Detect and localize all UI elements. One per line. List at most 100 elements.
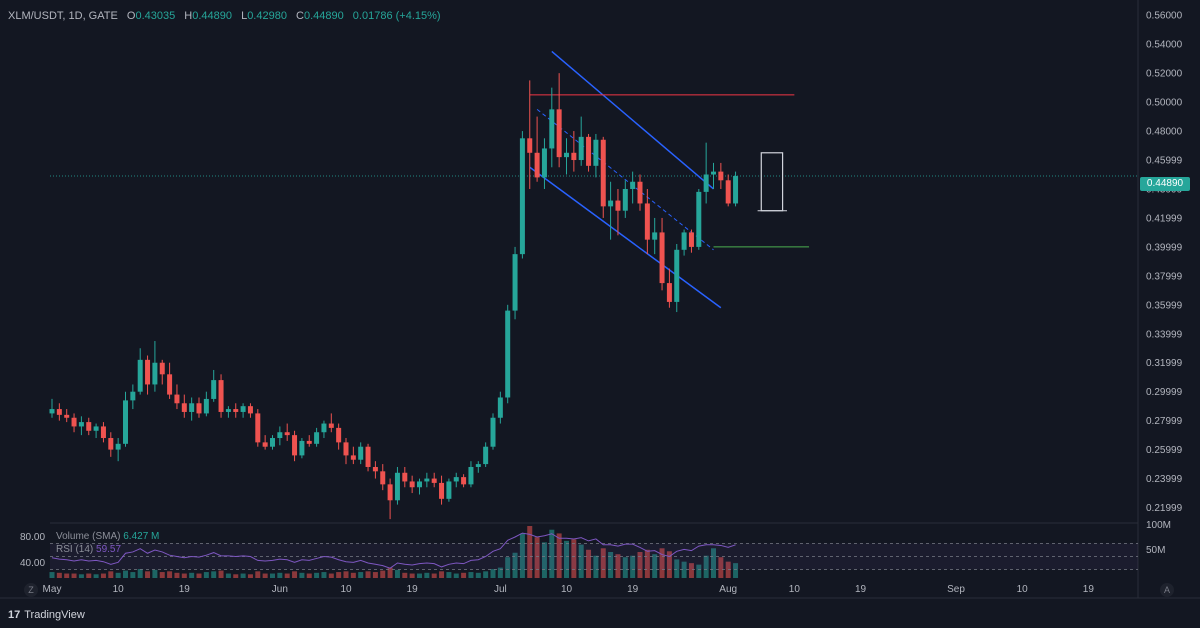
price-tick-label: 0.29999 xyxy=(1146,387,1183,398)
candle-body xyxy=(115,443,121,450)
candle-body xyxy=(292,435,298,456)
candle-body xyxy=(461,477,467,485)
candle-body xyxy=(666,283,672,302)
price-tick-label: 0.25999 xyxy=(1146,445,1183,456)
price-tick-label: 0.31999 xyxy=(1146,358,1183,369)
volume-bar xyxy=(688,563,694,578)
candle-body xyxy=(630,181,636,189)
auto-scale-button[interactable]: A xyxy=(1160,583,1174,597)
time-tick-label: 19 xyxy=(179,584,191,595)
volume-bar xyxy=(196,573,202,578)
price-tick-label: 0.54000 xyxy=(1146,40,1183,51)
volume-bar xyxy=(666,551,672,578)
rsi-panel: 80.00 40.00 xyxy=(20,532,1138,570)
consolidation-box xyxy=(760,152,784,212)
rsi-label: RSI (14) xyxy=(56,544,94,555)
candle-body xyxy=(380,471,386,485)
rsi-tick-label: 40.00 xyxy=(20,558,45,569)
candle-body xyxy=(725,180,731,204)
candle-body xyxy=(196,403,202,414)
volume-bar xyxy=(622,557,628,578)
volume-bar xyxy=(321,572,327,578)
volume-bar xyxy=(733,563,739,578)
volume-bar xyxy=(108,571,114,578)
candle-body xyxy=(56,409,62,415)
candle-body xyxy=(137,359,143,392)
volume-bar xyxy=(277,572,283,578)
last-price-tag: 0.44890 xyxy=(1140,177,1190,191)
time-tick-label: 10 xyxy=(1017,584,1029,595)
high-label: H xyxy=(184,10,193,22)
candle-body xyxy=(733,175,739,204)
candle-body xyxy=(512,254,518,311)
candle-body xyxy=(174,394,180,404)
volume-bar xyxy=(306,573,312,578)
open-label: O xyxy=(126,10,136,22)
volume-bar xyxy=(372,572,378,578)
volume-bar xyxy=(189,572,195,578)
rsi-legend[interactable]: RSI (14) 59.57 xyxy=(56,544,121,555)
candle-body xyxy=(600,139,606,207)
candle-body xyxy=(233,409,239,412)
candle-body xyxy=(336,427,342,443)
volume-bar xyxy=(387,567,393,578)
candle-body xyxy=(49,409,55,414)
volume-bar xyxy=(431,573,437,578)
candle-body xyxy=(240,406,246,412)
volume-bar xyxy=(703,555,709,578)
candle-body xyxy=(688,232,694,247)
candle-body xyxy=(644,203,650,240)
candle-body xyxy=(93,426,99,431)
candle-body xyxy=(527,138,533,153)
candle-body xyxy=(394,472,400,501)
candle-body xyxy=(306,440,312,444)
price-tick-label: 0.21999 xyxy=(1146,503,1183,514)
candle-body xyxy=(64,414,70,418)
close-value: 0.44890 xyxy=(303,10,344,22)
volume-bar xyxy=(56,572,62,578)
volume-bar xyxy=(159,572,165,578)
volume-bar xyxy=(240,573,246,578)
symbol-label[interactable]: XLM/USDT, 1D, GATE xyxy=(8,10,118,22)
candle-body xyxy=(586,136,592,166)
brand[interactable]: 17 TradingView xyxy=(8,609,85,621)
volume-bar xyxy=(174,572,180,578)
brand-name: TradingView xyxy=(24,609,85,621)
volume-value: 6.427 M xyxy=(123,531,160,542)
channel-upper-line xyxy=(551,50,714,190)
volume-bar xyxy=(534,537,540,578)
channel-mid-line xyxy=(536,108,714,251)
volume-bar xyxy=(637,552,643,578)
candle-body xyxy=(571,152,577,161)
change-value: 0.01786 (+4.15%) xyxy=(352,10,441,22)
volume-bar xyxy=(461,572,467,578)
zoom-corner-button[interactable]: Z xyxy=(24,583,38,597)
time-tick-label: 10 xyxy=(113,584,125,595)
time-tick-label: Aug xyxy=(719,584,737,595)
volume-legend[interactable]: Volume (SMA) 6.427 M xyxy=(56,531,159,542)
volume-bar xyxy=(674,559,680,578)
volume-tick-label: 100M xyxy=(1146,520,1171,531)
candle-body xyxy=(203,398,209,414)
volume-label: Volume (SMA) xyxy=(56,531,121,542)
volume-bar xyxy=(130,572,136,578)
volume-bars xyxy=(49,526,739,578)
candle-body xyxy=(497,397,503,418)
volume-bar xyxy=(336,572,342,578)
volume-bar xyxy=(505,557,511,578)
low-value: 0.42980 xyxy=(247,10,287,22)
candles xyxy=(49,73,739,520)
candle-body xyxy=(314,432,320,444)
tradingview-logo-icon: 17 xyxy=(8,609,21,621)
price-tick-label: 0.33999 xyxy=(1146,329,1183,340)
volume-bar xyxy=(475,572,481,578)
volume-bar xyxy=(211,571,217,578)
volume-bar xyxy=(299,572,305,578)
volume-bar xyxy=(578,544,584,578)
price-tick-label: 0.27999 xyxy=(1146,416,1183,427)
volume-bar xyxy=(78,574,84,578)
candle-body xyxy=(328,423,334,428)
volume-bar xyxy=(608,552,614,578)
candle-body xyxy=(446,481,452,499)
